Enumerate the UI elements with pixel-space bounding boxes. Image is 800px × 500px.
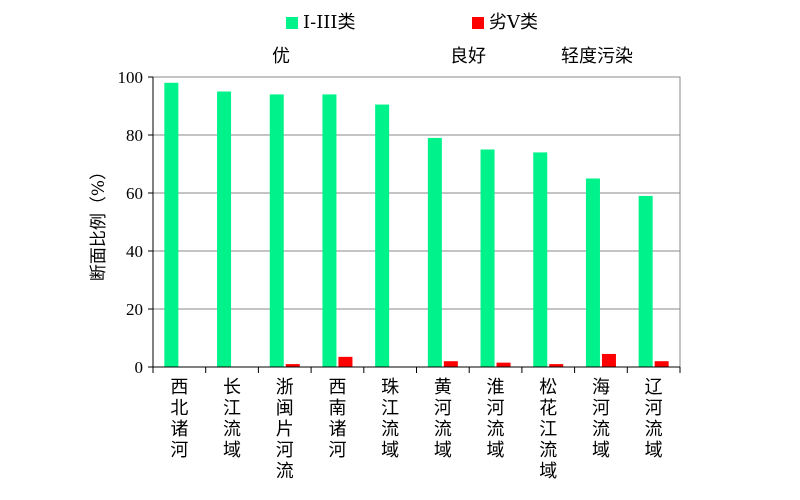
bar-series-1: [585, 178, 600, 367]
legend: I-III类 劣V类: [286, 12, 538, 33]
annotation-light-pollution: 轻度污染: [561, 46, 633, 67]
x-category-label: 淮河流域: [487, 377, 505, 461]
x-category-label: 西北诸河: [170, 377, 188, 461]
bar-series-2: [496, 362, 511, 367]
bar-series-1: [638, 195, 653, 367]
bar-series-1: [269, 94, 284, 368]
y-tick-label: 0: [135, 358, 144, 377]
y-tick-labels: 0 20 40 60 80 100: [118, 68, 144, 377]
bar-series-2: [338, 356, 353, 367]
bar-series-2: [601, 353, 616, 367]
plot-area-border: [152, 76, 681, 368]
annotation-excellent: 优: [272, 46, 290, 67]
x-category-label: 珠江流域: [381, 377, 399, 461]
legend-label-series-1: I-III类: [303, 12, 356, 33]
x-category-labels: 西北诸河 长江流域 浙闽片河流 西南诸河 珠江流域 黄河流域 淮河流域 松花江流域 海河流域 辽河…: [170, 377, 662, 482]
y-tick-label: 80: [126, 126, 143, 145]
bar-series-1: [164, 82, 179, 368]
bar-series-1: [375, 104, 390, 368]
x-category-label: 长江流域: [223, 377, 241, 461]
legend-swatch-series-1: [286, 17, 298, 29]
bar-series-1: [427, 137, 442, 367]
x-category-label: 松花江流域: [539, 377, 557, 482]
x-category-label: 西南诸河: [328, 377, 346, 461]
legend-swatch-series-2: [472, 17, 484, 29]
bar-series-1: [533, 152, 548, 367]
bar-series-2: [654, 361, 669, 367]
bar-series-1: [217, 91, 232, 367]
y-axis-label: 断面比例（%）: [89, 163, 109, 281]
gridlines: [152, 76, 681, 368]
axes: [148, 76, 681, 373]
y-tick-label: 60: [126, 184, 143, 203]
legend-label-series-2: 劣V类: [489, 12, 538, 33]
x-category-label: 辽河流域: [645, 377, 663, 461]
annotation-good: 良好: [450, 46, 486, 67]
x-category-label: 浙闽片河流: [276, 377, 294, 482]
bar-series-2: [549, 364, 564, 367]
bar-series-1: [480, 149, 495, 367]
y-tick-label: 20: [126, 300, 143, 319]
x-category-label: 海河流域: [592, 377, 610, 461]
bar-series-2: [285, 364, 300, 367]
bars: [164, 82, 669, 368]
y-tick-label: 100: [118, 68, 144, 87]
bar-series-2: [443, 361, 458, 367]
bar-series-1: [322, 94, 337, 368]
y-tick-label: 40: [126, 242, 143, 261]
x-category-label: 黄河流域: [434, 377, 452, 461]
